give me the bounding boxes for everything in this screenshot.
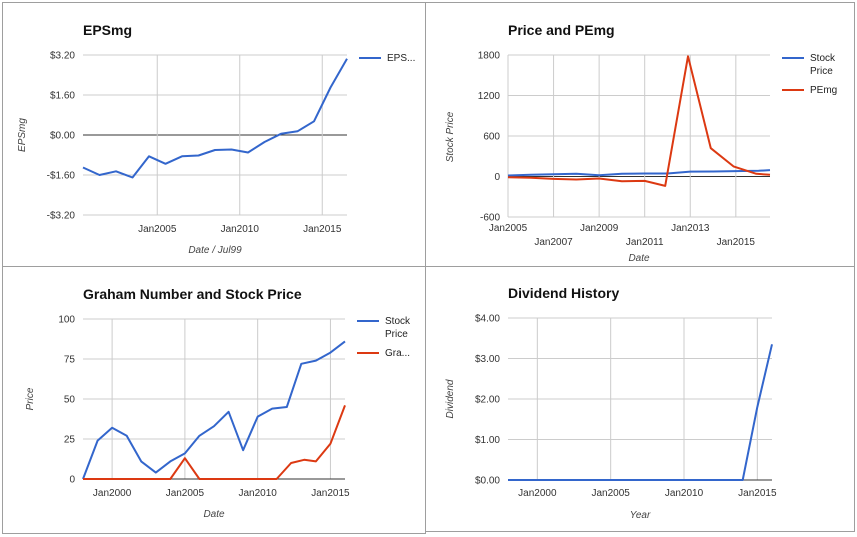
chart-title: EPSmg xyxy=(83,22,132,38)
y-tick-label: $1.00 xyxy=(475,435,500,446)
dividend-chart-panel: Dividend History $4.00 $3.00 $2.00 $1.00 $0.0… xyxy=(425,266,855,532)
y-axis-label: Dividend xyxy=(445,379,456,418)
y-tick-label: 25 xyxy=(64,435,76,446)
y-tick-label: 1200 xyxy=(478,91,501,102)
x-tick-label: Jan2009 xyxy=(580,223,619,234)
x-tick-label: Jan2015 xyxy=(738,488,777,499)
x-tick-label: Jan2010 xyxy=(665,488,704,499)
y-tick-label: $0.00 xyxy=(50,131,75,142)
y-tick-label: 50 xyxy=(64,395,76,406)
series-line-1 xyxy=(82,58,348,179)
graham-chart-panel: Graham Number and Stock Price 100 75 50 25 0 J… xyxy=(2,266,426,534)
x-tick-label: Jan2005 xyxy=(166,488,205,499)
y-tick-label: $1.60 xyxy=(50,91,75,102)
x-tick-label: Jan2015 xyxy=(311,488,350,499)
x-tick-label: Jan2010 xyxy=(221,224,260,235)
y-axis-label: Price xyxy=(25,387,36,410)
chart-title: Graham Number and Stock Price xyxy=(83,286,302,302)
legend-label-line: EPS... xyxy=(387,53,415,64)
y-tick-label: -$3.20 xyxy=(47,211,76,222)
legend-label-line: Stock xyxy=(385,316,411,327)
series-line-1 xyxy=(507,169,771,177)
x-tick-label: Jan2011 xyxy=(626,237,664,248)
series-line-2 xyxy=(507,55,771,187)
x-axis-label: Date xyxy=(203,509,225,520)
price-pe-chart-panel: Price and PEmg 1800 1200 600 0 -600 Jan2005 Jan… xyxy=(425,2,855,267)
series-line-1 xyxy=(508,344,773,481)
y-tick-label: $0.00 xyxy=(475,476,500,487)
x-tick-label: Jan2005 xyxy=(489,223,528,234)
chart-title: Price and PEmg xyxy=(508,22,615,38)
y-tick-label: $4.00 xyxy=(475,314,500,325)
x-tick-label: Jan2005 xyxy=(591,488,630,499)
legend-label: PEmg xyxy=(810,85,837,96)
dividend-chart: Dividend History $4.00 $3.00 $2.00 $1.00 $0.0… xyxy=(445,285,777,521)
y-tick-label: 0 xyxy=(69,475,75,486)
y-axis-label: EPSmg xyxy=(17,118,28,152)
legend-label: Stock Price xyxy=(810,53,836,77)
x-tick-label: Jan2000 xyxy=(93,488,132,499)
x-tick-label: Jan2015 xyxy=(717,237,756,248)
legend-label-line: Price xyxy=(385,329,408,340)
y-tick-label: 75 xyxy=(64,355,76,366)
y-tick-label: 600 xyxy=(483,132,500,143)
legend-label-line: Gra... xyxy=(385,348,410,359)
eps-chart: EPSmg $3.20 $1.60 $0.00 -$1.60 -$3.20 Jan2005 J… xyxy=(17,22,415,256)
x-tick-label: Jan2015 xyxy=(303,224,342,235)
x-tick-label: Jan2007 xyxy=(534,237,573,248)
legend-label-line: Price xyxy=(810,66,833,77)
y-tick-label: $3.00 xyxy=(475,354,500,365)
y-tick-label: -$1.60 xyxy=(47,171,76,182)
x-axis-label: Year xyxy=(630,510,651,521)
series-line-2 xyxy=(83,405,346,480)
legend-label: Gra... xyxy=(385,348,410,359)
series-line-1 xyxy=(82,340,346,480)
x-tick-label: Jan2005 xyxy=(138,224,177,235)
y-tick-label: 0 xyxy=(494,172,500,183)
x-tick-label: Jan2013 xyxy=(671,223,710,234)
x-tick-label: Jan2000 xyxy=(518,488,557,499)
x-axis-label: Date / Jul99 xyxy=(188,245,242,256)
y-tick-label: $3.20 xyxy=(50,51,75,62)
legend-label: Stock Price xyxy=(385,316,411,340)
legend-label-line: PEmg xyxy=(810,85,837,96)
legend-label: EPS... xyxy=(387,53,415,64)
y-tick-label: 1800 xyxy=(478,51,501,62)
x-tick-label: Jan2010 xyxy=(238,488,277,499)
y-tick-label: $2.00 xyxy=(475,395,500,406)
y-tick-label: -600 xyxy=(480,213,500,224)
chart-title: Dividend History xyxy=(508,285,619,301)
y-tick-label: 100 xyxy=(58,315,75,326)
eps-chart-panel: EPSmg $3.20 $1.60 $0.00 -$1.60 -$3.20 Jan2005 J… xyxy=(2,2,426,267)
x-axis-label: Date xyxy=(628,253,650,264)
graham-chart: Graham Number and Stock Price 100 75 50 25 0 J… xyxy=(25,286,411,520)
y-axis-label: Stock Price xyxy=(445,111,456,162)
legend-label-line: Stock xyxy=(810,53,836,64)
